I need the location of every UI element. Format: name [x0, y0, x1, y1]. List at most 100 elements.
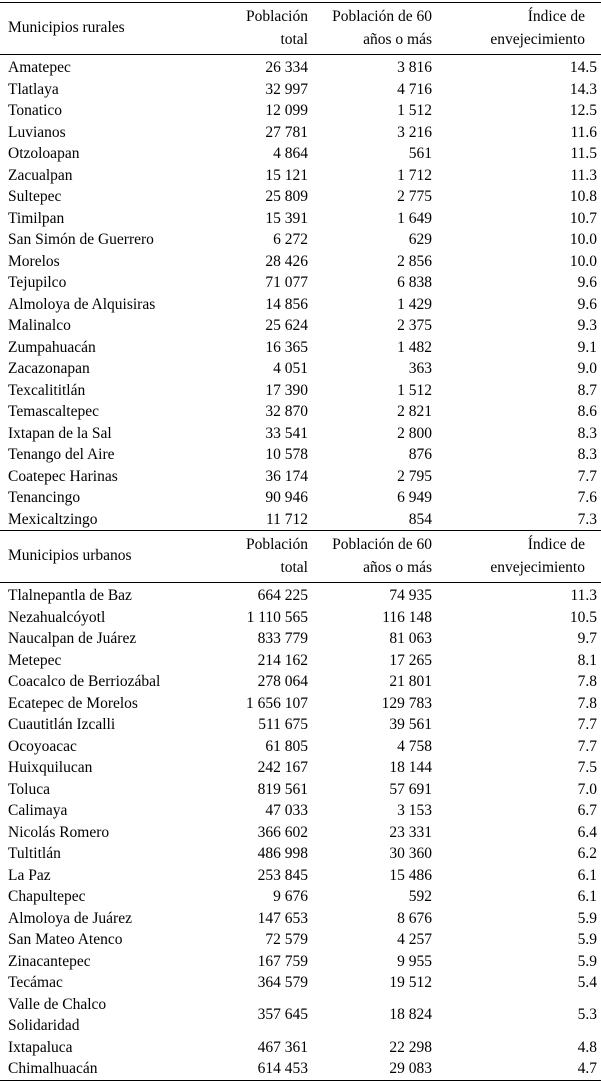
population-total-value: 242 167	[257, 759, 308, 776]
population-total-value: 47 033	[265, 802, 308, 819]
population-60plus-value: 3 816	[397, 59, 432, 76]
municipality-name: San Simón de Guerrero	[8, 231, 154, 248]
population-60plus-value: 1 429	[397, 295, 432, 313]
table-header: Municipios rurales Población total Pobla…	[0, 3, 601, 55]
population-60plus-value: 1 649	[397, 209, 432, 227]
table-body: Amatepec 26 334 3 816 14.5 Tlatlaya 32 9…	[0, 55, 601, 531]
municipality-name: Almoloya de Alquisiras	[8, 295, 156, 313]
population-60plus-value: 561	[408, 145, 432, 162]
municipality-name: Tlalnepantla de Baz	[8, 587, 132, 604]
population-60plus-value: 1 482	[397, 338, 432, 356]
population-60plus-value: 1 512	[397, 102, 432, 119]
municipality-name: Chapultepec	[8, 888, 86, 905]
municipality-name: Toluca	[8, 780, 50, 798]
aging-index-value: 8.6	[577, 403, 597, 420]
municipality-name: Almoloya de Juárez	[8, 909, 132, 927]
population-total-value: 9 676	[273, 888, 308, 905]
population-60plus-value: 116 148	[382, 608, 432, 626]
municipality-name: La Paz	[8, 866, 51, 884]
population-60plus-value: 1 712	[397, 166, 432, 184]
municipality-name: Naucalpan de Juárez	[8, 630, 137, 647]
aging-index-value: 9.1	[577, 338, 597, 356]
population-total-value: 28 426	[265, 252, 308, 270]
population-total-value: 72 579	[265, 931, 308, 948]
population-60plus-value: 2 856	[397, 252, 432, 270]
municipality-name: Huixquilucan	[8, 759, 93, 776]
table-row: Chimalhuacán 614 453 29 083 4.7	[0, 1058, 601, 1080]
population-60plus-value: 3 216	[397, 123, 432, 141]
header-row: Municipios urbanos Población total Pobla…	[0, 531, 601, 583]
column-header-line: Población de 60	[332, 8, 432, 25]
population-total-value: 32 997	[265, 80, 308, 98]
population-total-value: 1 656 107	[246, 694, 308, 712]
municipality-name: Zumpahuacán	[8, 338, 96, 356]
aging-index-value: 6.1	[577, 866, 597, 884]
aging-index-value: 8.3	[577, 446, 597, 463]
aging-index-value: 5.9	[577, 931, 597, 948]
table-row: Tultitlán 486 998 30 360 6.2	[0, 843, 601, 865]
aging-index-value: 10.0	[569, 231, 597, 248]
population-total-value: 32 870	[265, 403, 308, 420]
population-60plus-value: 2 821	[397, 403, 432, 420]
table-row: Zinacantepec 167 759 9 955 5.9	[0, 951, 601, 973]
population-60plus-value: 15 486	[389, 866, 432, 884]
municipality-name: Tejupilco	[8, 274, 67, 291]
aging-index-value: 10.5	[569, 608, 597, 626]
column-header-line: Población	[246, 536, 308, 553]
table-row: Coacalco de Berriozábal 278 064 21 801 7…	[0, 671, 601, 693]
aging-index-value: 4.7	[577, 1060, 597, 1077]
table-row: Luvianos 27 781 3 216 11.6	[0, 122, 601, 144]
aging-index-value: 14.3	[569, 80, 597, 98]
population-total-value: 214 162	[257, 651, 308, 669]
column-header-line: envejecimiento	[490, 31, 585, 48]
column-header-line: años o más	[363, 559, 432, 576]
municipality-name: Chimalhuacán	[8, 1060, 98, 1077]
municipality-name: Mexicaltzingo	[8, 510, 98, 528]
table-row: Toluca 819 561 57 691 7.0	[0, 779, 601, 801]
table-body: Tlalnepantla de Baz 664 225 74 935 11.3 …	[0, 583, 601, 1081]
aging-index-value: 12.5	[569, 102, 597, 119]
population-total-value: 10 578	[265, 446, 308, 463]
population-60plus-value: 592	[408, 888, 432, 905]
population-60plus-value: 81 063	[389, 630, 432, 647]
aging-index-value: 7.6	[577, 489, 597, 506]
population-60plus-value: 18 144	[389, 759, 432, 776]
population-total-value: 6 272	[273, 231, 308, 248]
population-total-value: 4 864	[273, 145, 308, 162]
population-60plus-value: 22 298	[389, 1038, 432, 1056]
population-60plus-value: 2 800	[397, 424, 432, 442]
municipalities-table: Municipios rurales Población total Pobla…	[0, 2, 601, 530]
table-row: Zacualpan 15 121 1 712 11.3	[0, 165, 601, 187]
municipality-name: Calimaya	[8, 802, 68, 819]
municipality-name: Tenancingo	[8, 489, 81, 506]
table-row: Tonatico 12 099 1 512 12.5	[0, 100, 601, 122]
population-60plus-value: 876	[408, 446, 432, 463]
population-60plus-value: 3 153	[397, 802, 432, 819]
population-60plus-value: 629	[408, 231, 432, 248]
population-60plus-value: 57 691	[389, 780, 432, 798]
table-row: Naucalpan de Juárez 833 779 81 063 9.7	[0, 628, 601, 650]
table-row: Amatepec 26 334 3 816 14.5	[0, 55, 601, 79]
municipality-name: Sultepec	[8, 188, 62, 205]
table-row: Valle de Chalco Solidaridad 357 645 18 8…	[0, 994, 601, 1037]
municipality-name: Nezahualcóyotl	[8, 608, 106, 626]
population-60plus-value: 74 935	[389, 587, 432, 604]
aging-index-value: 7.7	[577, 467, 597, 485]
population-60plus-value: 2 795	[397, 467, 432, 485]
table-row: Timilpan 15 391 1 649 10.7	[0, 208, 601, 230]
aging-index-value: 5.9	[577, 952, 597, 970]
population-60plus-value: 23 331	[389, 823, 432, 841]
population-total-value: 467 361	[257, 1038, 308, 1056]
population-total-value: 4 051	[273, 360, 308, 377]
aging-index-value: 10.8	[569, 188, 597, 205]
table-row: Nezahualcóyotl 1 110 565 116 148 10.5	[0, 607, 601, 629]
municipality-name: Zacualpan	[8, 166, 73, 184]
population-60plus-value: 363	[408, 360, 432, 377]
population-total-value: 12 099	[265, 102, 308, 119]
table-row: San Simón de Guerrero 6 272 629 10.0	[0, 229, 601, 251]
aging-index-value: 8.3	[577, 424, 597, 442]
table-row: Mexicaltzingo 11 712 854 7.3	[0, 509, 601, 531]
column-header-population-60plus: Población de 60 años o más	[312, 3, 436, 55]
municipality-name: Timilpan	[8, 209, 65, 227]
